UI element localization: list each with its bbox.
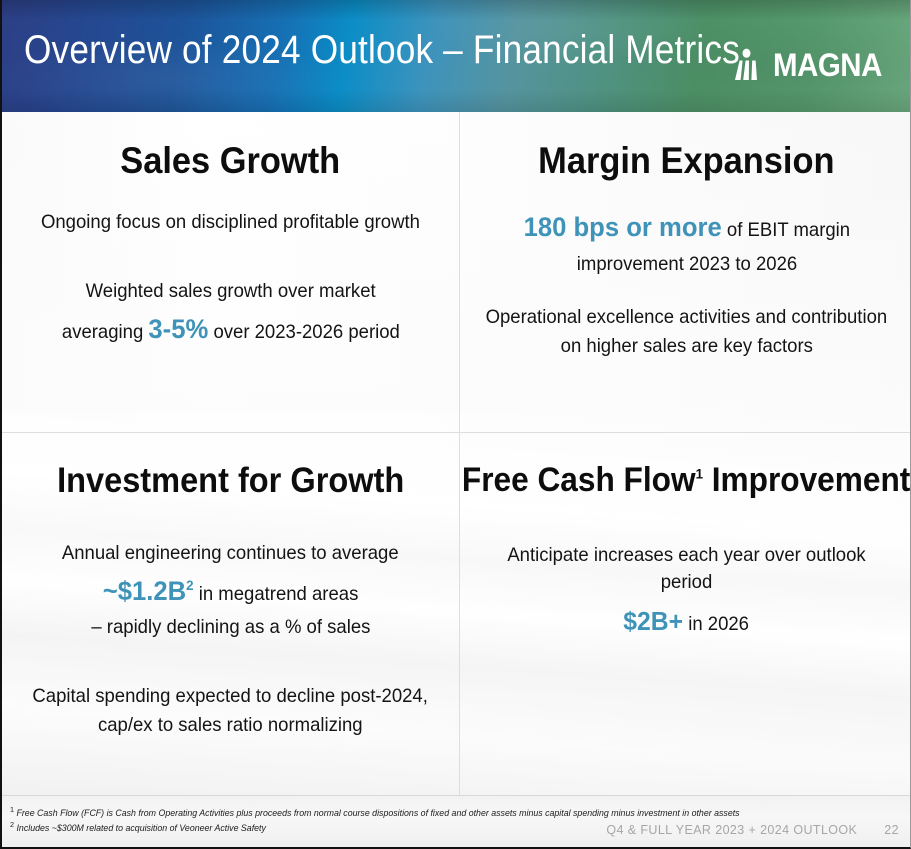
margin-expansion-line-2: improvement 2023 to 2026 bbox=[576, 253, 797, 276]
slide-footer: 1 Free Cash Flow (FCF) is Cash from Oper… bbox=[2, 795, 910, 847]
investment-line-1: Annual engineering continues to average bbox=[62, 541, 399, 564]
margin-expansion-line-1: 180 bps or more of EBIT margin bbox=[523, 209, 850, 246]
divider-vertical-top bbox=[459, 112, 460, 432]
margin-bps-value: 180 bps or more bbox=[523, 211, 722, 242]
sales-growth-line-3: averaging 3-5% over 2023-2026 period bbox=[62, 311, 400, 348]
sales-growth-line-3-post: over 2023-2026 period bbox=[207, 320, 400, 343]
deck-label: Q4 & FULL YEAR 2023 + 2024 OUTLOOK bbox=[606, 823, 858, 837]
magna-logo: MAGNA bbox=[732, 48, 891, 82]
slide-header-banner: Overview of 2024 Outlook – Financial Met… bbox=[2, 0, 910, 112]
quadrant-title-margin-expansion: Margin Expansion bbox=[538, 140, 835, 181]
fcf-line-2: $2B+ in 2026 bbox=[624, 604, 750, 640]
margin-expansion-line-4: on higher sales are key factors bbox=[560, 334, 813, 357]
margin-expansion-line-1-post: of EBIT margin bbox=[721, 218, 850, 241]
investment-line-4: Capital spending expected to decline pos… bbox=[32, 684, 429, 707]
quadrant-title-free-cash-flow: Free Cash Flow1 Improvement bbox=[462, 461, 911, 499]
divider-vertical-bottom bbox=[459, 433, 460, 795]
sales-growth-line-2: Weighted sales growth over market bbox=[85, 279, 376, 302]
divider-horizontal-left bbox=[2, 432, 459, 433]
page-number: 22 bbox=[884, 823, 899, 837]
fcf-title-post: Improvement bbox=[703, 461, 911, 499]
fcf-line-2-post: in 2026 bbox=[683, 612, 750, 635]
fcf-footnote-marker: 1 bbox=[695, 466, 704, 483]
sales-growth-line-1: Ongoing focus on disciplined profitable … bbox=[41, 210, 420, 233]
quadrant-grid: Sales Growth Ongoing focus on discipline… bbox=[2, 112, 911, 795]
footnote-1: 1 Free Cash Flow (FCF) is Cash from Oper… bbox=[10, 805, 740, 818]
footnote-1-marker: 1 bbox=[10, 805, 15, 814]
divider-horizontal-right bbox=[460, 432, 910, 433]
quadrant-sales-growth: Sales Growth Ongoing focus on discipline… bbox=[2, 112, 459, 432]
sales-growth-rate-value: 3-5% bbox=[148, 313, 208, 344]
investment-amount-text: ~$1.2B bbox=[102, 575, 187, 606]
divider-cross-center bbox=[459, 432, 460, 433]
fcf-title-text: Free Cash Flow bbox=[462, 461, 696, 499]
investment-line-3: – rapidly declining as a % of sales bbox=[90, 615, 371, 638]
magna-wordmark: MAGNA bbox=[772, 47, 882, 83]
quadrant-title-sales-growth: Sales Growth bbox=[120, 140, 341, 181]
investment-footnote-marker: 2 bbox=[186, 576, 194, 593]
margin-expansion-line-3: Operational excellence activities and co… bbox=[485, 306, 888, 328]
footnote-2: 2 Includes ~$300M related to acquisition… bbox=[10, 820, 266, 833]
magna-m-icon bbox=[734, 48, 757, 80]
investment-amount-value: ~$1.2B2 bbox=[103, 576, 194, 606]
quadrant-investment-for-growth: Investment for Growth Annual engineering… bbox=[2, 433, 459, 795]
sales-growth-line-3-pre: averaging bbox=[61, 320, 149, 343]
investment-line-2: ~$1.2B2 in megatrend areas bbox=[103, 573, 359, 610]
quadrant-free-cash-flow: Free Cash Flow1 Improvement Anticipate i… bbox=[460, 433, 911, 795]
footnote-1-text: Free Cash Flow (FCF) is Cash from Operat… bbox=[16, 807, 740, 819]
slide-body: Sales Growth Ongoing focus on discipline… bbox=[2, 112, 911, 795]
investment-line-5: cap/ex to sales ratio normalizing bbox=[98, 713, 363, 736]
footnote-2-marker: 2 bbox=[10, 820, 15, 829]
investment-line-2-post: in megatrend areas bbox=[193, 582, 359, 605]
page-title: Overview of 2024 Outlook – Financial Met… bbox=[24, 28, 740, 72]
fcf-amount-value: $2B+ bbox=[623, 605, 684, 636]
fcf-line-1: Anticipate increases each year over outl… bbox=[507, 543, 866, 593]
footer-meta: Q4 & FULL YEAR 2023 + 2024 OUTLOOK 22 bbox=[606, 823, 899, 837]
quadrant-margin-expansion: Margin Expansion 180 bps or more of EBIT… bbox=[460, 112, 910, 432]
footnote-2-text: Includes ~$300M related to acquisition o… bbox=[16, 822, 266, 834]
quadrant-title-investment-for-growth: Investment for Growth bbox=[56, 461, 405, 500]
